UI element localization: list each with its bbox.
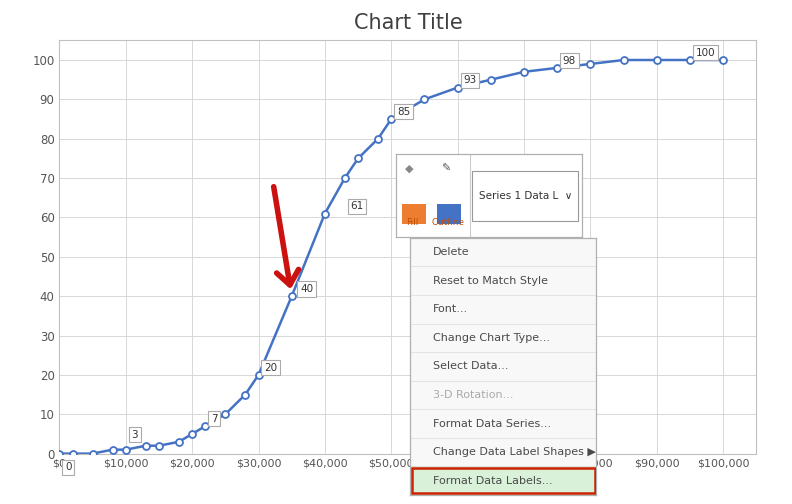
Text: ✎: ✎ (440, 164, 450, 174)
Bar (410, 466, 596, 495)
Bar (437, 204, 461, 224)
Text: Format Data Labels...: Format Data Labels... (432, 476, 552, 486)
Text: 85: 85 (397, 107, 410, 117)
Text: 0: 0 (65, 462, 71, 472)
Text: 93: 93 (463, 76, 477, 85)
Text: Outline: Outline (432, 218, 465, 227)
Text: Select Data...: Select Data... (432, 361, 508, 371)
Text: Delete: Delete (432, 247, 469, 257)
Text: 3: 3 (131, 429, 138, 439)
Text: 20: 20 (264, 363, 277, 373)
Text: 100: 100 (695, 48, 715, 58)
Text: 40: 40 (300, 284, 313, 294)
Bar (402, 204, 426, 224)
Text: ◆: ◆ (406, 164, 413, 174)
Text: 98: 98 (563, 56, 576, 66)
Text: Change Data Label Shapes ▶: Change Data Label Shapes ▶ (432, 447, 596, 457)
Text: 3-D Rotation...: 3-D Rotation... (432, 390, 513, 400)
Text: Font...: Font... (432, 304, 468, 314)
Text: Change Chart Type...: Change Chart Type... (432, 333, 550, 343)
FancyBboxPatch shape (472, 171, 578, 221)
Text: 7: 7 (211, 414, 218, 424)
Text: Series 1 Data L  ∨: Series 1 Data L ∨ (478, 191, 572, 201)
Text: Format Data Series...: Format Data Series... (432, 418, 550, 428)
Text: Reset to Match Style: Reset to Match Style (432, 276, 547, 286)
Text: 61: 61 (350, 201, 364, 211)
Title: Chart Title: Chart Title (353, 13, 463, 33)
Text: Fill: Fill (406, 218, 419, 227)
